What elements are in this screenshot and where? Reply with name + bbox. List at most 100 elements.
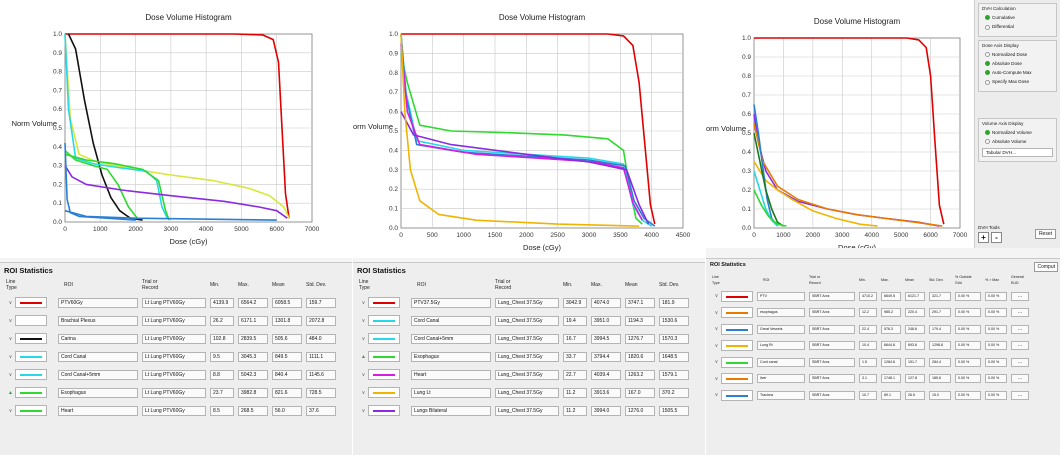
line-color-swatch[interactable] bbox=[721, 307, 753, 319]
chevron-down-icon[interactable]: ∨ bbox=[714, 309, 719, 316]
roi-row[interactable]: ▲ Esophagus Lung_Chest 37.5Gy 33.7 3794.4 182… bbox=[357, 349, 691, 364]
chevron-down-icon[interactable]: ∨ bbox=[8, 407, 13, 414]
cell-roi: PTV37.5Gy bbox=[409, 295, 493, 310]
eud-more-button[interactable]: ... bbox=[1011, 308, 1029, 318]
cell-gtmax-value: 0.00 % bbox=[985, 324, 1007, 334]
cell-mean-value: 1263.2 bbox=[625, 369, 655, 380]
line-color-swatch[interactable] bbox=[721, 340, 753, 352]
chevron-down-icon[interactable]: ∨ bbox=[8, 353, 13, 360]
chevron-down-icon[interactable]: ∨ bbox=[714, 375, 719, 382]
line-color-swatch[interactable] bbox=[15, 333, 47, 344]
line-color-swatch[interactable] bbox=[15, 405, 47, 416]
dose-absolute-radio[interactable]: Absolute Dose bbox=[985, 61, 1053, 67]
chevron-up-icon[interactable]: ▲ bbox=[361, 353, 366, 360]
roi-row[interactable]: ∨ Lung Lt Lung_Chest 37.5Gy 11.2 3913.6 167.0… bbox=[357, 385, 691, 400]
roi-row[interactable]: ∨ Lungs Bilateral Lung_Chest 37.5Gy 11.2 399… bbox=[357, 403, 691, 418]
line-color-swatch[interactable] bbox=[368, 333, 400, 344]
chevron-up-icon[interactable]: ▲ bbox=[8, 389, 13, 396]
chevron-down-icon[interactable]: ∨ bbox=[8, 317, 13, 324]
x-tick-label: 6000 bbox=[923, 232, 938, 239]
line-color-swatch[interactable] bbox=[15, 315, 47, 326]
eud-more-button[interactable]: ... bbox=[1011, 324, 1029, 334]
chevron-down-icon[interactable]: ∨ bbox=[714, 326, 719, 333]
chevron-down-icon[interactable]: ∨ bbox=[714, 342, 719, 349]
line-color-swatch[interactable] bbox=[15, 387, 47, 398]
cell-max: 1284.6 bbox=[879, 355, 903, 370]
cell-trial: Lt Lung PTV60Gy bbox=[140, 313, 208, 328]
chevron-down-icon[interactable]: ∨ bbox=[8, 335, 13, 342]
roi-row[interactable]: ∨ Trachea SBRT Arcs 10.7 89.1 26.5 15.0 0.00 % 0… bbox=[710, 388, 1031, 403]
cell-roi-value: Brachial Plexus bbox=[58, 315, 138, 326]
chevron-down-icon[interactable]: ∨ bbox=[714, 392, 719, 399]
chevron-down-icon[interactable]: ∨ bbox=[361, 407, 366, 414]
chevron-down-icon[interactable]: ∨ bbox=[361, 389, 366, 396]
line-color-swatch[interactable] bbox=[15, 297, 47, 308]
calc-cumulative-radio[interactable]: Cumulative bbox=[985, 15, 1053, 21]
line-color-swatch[interactable] bbox=[15, 369, 47, 380]
zoom-in-icon[interactable]: + bbox=[978, 232, 989, 243]
line-color-swatch[interactable] bbox=[721, 323, 753, 335]
eud-more-button[interactable]: ... bbox=[1011, 341, 1029, 351]
cell-max-value: 4039.4 bbox=[591, 369, 621, 380]
cell-min-value: 10.7 bbox=[859, 390, 877, 400]
chevron-down-icon[interactable]: ∨ bbox=[361, 371, 366, 378]
roi-row[interactable]: ∨ Cord Canal+5mm Lung_Chest 37.5Gy 16.7 3994… bbox=[357, 331, 691, 346]
roi-row[interactable]: ∨ esophagus SBRT Arcs 12.2 985.2 220.4 291.7 0.… bbox=[710, 306, 1031, 321]
line-color-swatch[interactable] bbox=[721, 290, 753, 302]
chevron-down-icon[interactable]: ∨ bbox=[361, 299, 366, 306]
eud-more-button[interactable]: ... bbox=[1011, 390, 1029, 400]
cell-roi-value: Lungs Bilateral bbox=[411, 405, 491, 416]
roi-row[interactable]: ∨ PTV SBRT Arcs 4710.2 6649.5 6121.7 321.7 0.00… bbox=[710, 289, 1031, 304]
cell-trial-value: Lt Lung PTV60Gy bbox=[142, 405, 206, 416]
compute-button[interactable]: Comput bbox=[1034, 262, 1058, 272]
line-color-swatch[interactable] bbox=[368, 387, 400, 398]
roi-row[interactable]: ∨ Brachial Plexus Lt Lung PTV60Gy 26.2 6171.… bbox=[4, 313, 338, 328]
auto-compute-max-radio[interactable]: Auto-Compute Max bbox=[985, 70, 1053, 76]
line-color-swatch[interactable] bbox=[368, 369, 400, 380]
line-color-swatch[interactable] bbox=[15, 351, 47, 362]
roi-row[interactable]: ∨ Cord Canal Lt Lung PTV60Gy 9.5 3045.3 849.5… bbox=[4, 349, 338, 364]
roi-row[interactable]: ∨ Great Vessels SBRT Arcs 22.4 576.3 248.6 179… bbox=[710, 322, 1031, 337]
chevron-down-icon[interactable]: ∨ bbox=[361, 335, 366, 342]
chevron-down-icon[interactable]: ∨ bbox=[714, 359, 719, 366]
line-color-swatch[interactable] bbox=[721, 373, 753, 385]
roi-row[interactable]: ∨ Heart Lt Lung PTV60Gy 8.5 268.5 56.0 37.6 bbox=[4, 403, 338, 418]
cell-max-value: 3982.8 bbox=[238, 387, 268, 398]
line-color-swatch[interactable] bbox=[368, 297, 400, 308]
tabular-dvh-button[interactable]: Tabular DVH... bbox=[982, 148, 1053, 158]
eud-more-button[interactable]: ... bbox=[1011, 291, 1029, 301]
chevron-down-icon[interactable]: ∨ bbox=[361, 317, 366, 324]
reset-button[interactable]: Reset bbox=[1034, 229, 1056, 239]
roi-row[interactable]: ∨ liver SBRT Arcs 3.1 1748.1 127.8 185.6 0.00 %… bbox=[710, 372, 1031, 387]
roi-row[interactable]: ∨ PTV60Gy Lt Lung PTV60Gy 4139.9 6564.2 6058.… bbox=[4, 295, 338, 310]
dose-normalized-radio[interactable]: Normalized Dose bbox=[985, 52, 1053, 57]
line-color-swatch[interactable] bbox=[368, 351, 400, 362]
line-color-swatch[interactable] bbox=[368, 405, 400, 416]
y-tick-label: 0.7 bbox=[389, 89, 398, 96]
cell-max-value: 2839.5 bbox=[238, 333, 268, 344]
chevron-down-icon[interactable]: ∨ bbox=[8, 299, 13, 306]
cell-trial-value: Lt Lung PTV60Gy bbox=[142, 297, 206, 308]
roi-row[interactable]: ∨ Cord canal SBRT Arcs 1.5 1284.6 191.7 284.4 0… bbox=[710, 355, 1031, 370]
roi-row[interactable]: ▲ Esophagus Lt Lung PTV60Gy 23.7 3982.8 821.6… bbox=[4, 385, 338, 400]
roi-row[interactable]: ∨ Heart Lung_Chest 37.5Gy 22.7 4039.4 1263.2 1… bbox=[357, 367, 691, 382]
vol-absolute-radio[interactable]: Absolute Volume bbox=[985, 139, 1053, 145]
chevron-down-icon[interactable]: ∨ bbox=[714, 293, 719, 300]
roi-row[interactable]: ∨ PTV37.5Gy Lung_Chest 37.5Gy 3042.9 4074.0 3… bbox=[357, 295, 691, 310]
vol-normalized-radio[interactable]: Normalized Volume bbox=[985, 130, 1053, 135]
line-color-swatch[interactable] bbox=[721, 389, 753, 401]
roi-row[interactable]: ∨ Carina Lt Lung PTV60Gy 102.8 2839.5 505.6 48… bbox=[4, 331, 338, 346]
calc-differential-radio[interactable]: Differential bbox=[985, 24, 1053, 30]
cell-roi-value: Carina bbox=[58, 333, 138, 344]
roi-row[interactable]: ∨ Cord Canal Lung_Chest 37.5Gy 19.4 3951.0 11… bbox=[357, 313, 691, 328]
eud-more-button[interactable]: ... bbox=[1011, 357, 1029, 367]
eud-more-button[interactable]: ... bbox=[1011, 374, 1029, 384]
roi-row[interactable]: ∨ Lung Rt SBRT Arcs 10.4 6644.6 693.6 1298.6 0.… bbox=[710, 339, 1031, 354]
line-color-swatch[interactable] bbox=[721, 356, 753, 368]
roi-row[interactable]: ∨ Cord Canal+5mm Lt Lung PTV60Gy 8.8 5042.3 8… bbox=[4, 367, 338, 382]
line-color-swatch[interactable] bbox=[368, 315, 400, 326]
specify-max-dose-radio[interactable]: Specify Max Dose bbox=[985, 79, 1053, 85]
zoom-out-icon[interactable]: - bbox=[991, 232, 1002, 243]
cell-max-value: 985.2 bbox=[881, 308, 901, 318]
chevron-down-icon[interactable]: ∨ bbox=[8, 371, 13, 378]
